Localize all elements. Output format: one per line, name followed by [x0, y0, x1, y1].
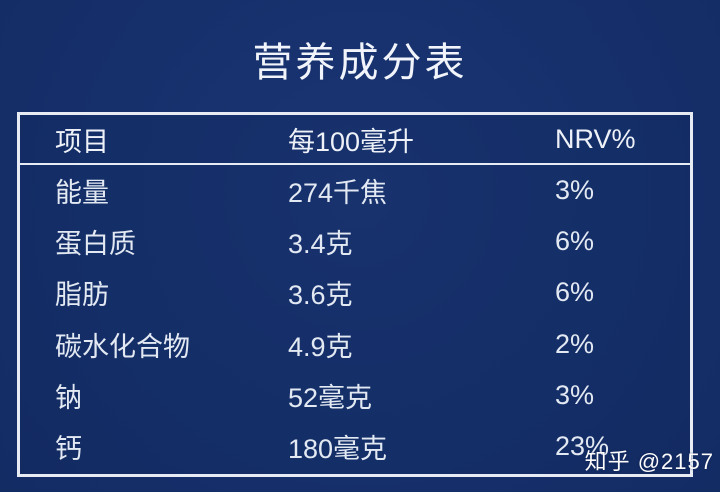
- item-amount: 180毫克: [288, 433, 388, 464]
- nutrition-table: 项目 每100毫升 NRV% 能量 274千焦 3% 蛋白质 3.4克 6% 脂…: [17, 112, 693, 477]
- table-row-protein: 蛋白质 3.4克 6%: [20, 216, 690, 267]
- table-row-fat: 脂肪 3.6克 6%: [20, 267, 690, 318]
- zhihu-watermark: 知乎 @2157: [584, 449, 714, 474]
- item-nrv: 2%: [555, 328, 595, 359]
- item-amount: 3.4克: [288, 229, 353, 260]
- item-name: 钙: [55, 433, 82, 464]
- table-row-energy: 能量 274千焦 3%: [20, 165, 690, 216]
- table-body: 能量 274千焦 3% 蛋白质 3.4克 6% 脂肪 3.6克 6% 碳水化合物…: [20, 165, 690, 472]
- item-name: 碳水化合物: [55, 331, 190, 362]
- item-nrv: 3%: [555, 379, 595, 410]
- item-amount: 3.6克: [288, 280, 353, 311]
- item-name: 脂肪: [55, 280, 109, 311]
- table-row-calcium: 钙 180毫克 23%: [20, 421, 690, 472]
- item-nrv: 3%: [555, 175, 595, 206]
- header-item: 项目: [55, 126, 109, 157]
- table-row-carbohydrate: 碳水化合物 4.9克 2%: [20, 319, 690, 370]
- item-nrv: 23%: [555, 430, 610, 461]
- item-nrv: 6%: [555, 277, 595, 308]
- header-per-100ml: 每100毫升: [288, 126, 415, 157]
- page-title: 营养成分表: [252, 41, 468, 85]
- item-name: 蛋白质: [55, 229, 136, 260]
- header-nrv-percent: NRV%: [555, 123, 636, 154]
- item-nrv: 6%: [555, 226, 595, 257]
- item-amount: 52毫克: [288, 382, 373, 413]
- item-name: 钠: [55, 382, 82, 413]
- item-name: 能量: [55, 178, 109, 209]
- item-amount: 4.9克: [288, 331, 353, 362]
- table-header-row: 项目 每100毫升 NRV%: [20, 115, 690, 165]
- table-row-sodium: 钠 52毫克 3%: [20, 370, 690, 421]
- item-amount: 274千焦: [288, 178, 388, 209]
